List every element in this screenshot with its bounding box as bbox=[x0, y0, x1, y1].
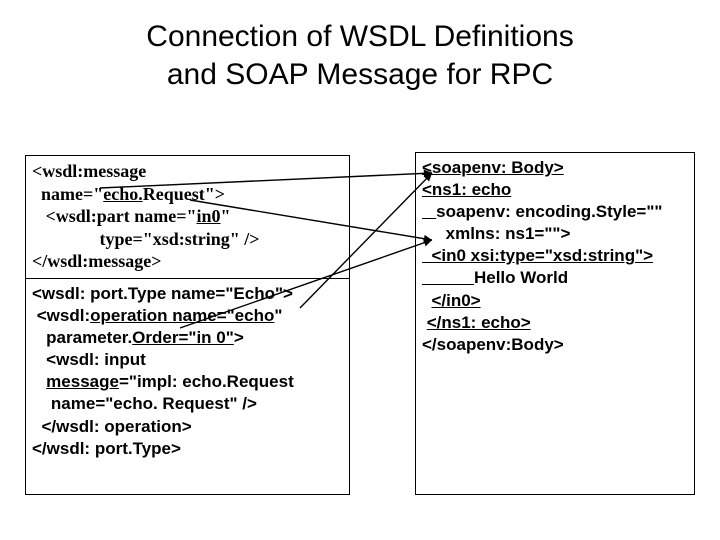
codeB-l5: message="impl: echo.Request bbox=[32, 371, 343, 393]
codeC-l9: </soapenv:Body> bbox=[422, 334, 688, 356]
codeA-l3: <wsdl:part name="in0" bbox=[32, 205, 343, 228]
codeB-l6: name="echo. Request" /> bbox=[32, 393, 343, 415]
codeC-l7: </in0> bbox=[422, 290, 688, 312]
codeC-l3: soapenv: encoding.Style="" bbox=[422, 201, 688, 223]
hl-echo: echo. bbox=[103, 184, 143, 204]
hl-param-order: Order="in 0" bbox=[132, 328, 234, 347]
wsdl-porttype-box: <wsdl: port.Type name="Echo"> <wsdl:oper… bbox=[25, 278, 350, 495]
codeB-l2: <wsdl:operation name="echo" bbox=[32, 305, 343, 327]
codeA-l1: <wsdl:message bbox=[32, 160, 343, 183]
codeB-l4: <wsdl: input bbox=[32, 349, 343, 371]
codeA-l4: type="xsd:string" /> bbox=[32, 228, 343, 251]
codeA-l5: </wsdl:message> bbox=[32, 250, 343, 273]
codeC-l4: xmlns: ns1=""> bbox=[422, 223, 688, 245]
title-line2: and SOAP Message for RPC bbox=[167, 58, 553, 91]
hl-operation-echo: operation name="echo bbox=[90, 306, 274, 325]
codeC-l6: Hello World bbox=[422, 267, 688, 289]
page-title: Connection of WSDL Definitions and SOAP … bbox=[0, 18, 720, 93]
codeB-l7: </wsdl: operation> bbox=[32, 416, 343, 438]
soap-body-box: <soapenv: Body> <ns1: echo soapenv: enco… bbox=[415, 152, 695, 495]
hl-message: message bbox=[46, 372, 119, 391]
codeB-l8: </wsdl: port.Type> bbox=[32, 438, 343, 460]
codeC-l2: <ns1: echo bbox=[422, 179, 688, 201]
title-line1: Connection of WSDL Definitions bbox=[146, 20, 573, 53]
codeC-l8: </ns1: echo> bbox=[422, 312, 688, 334]
codeC-l5: <in0 xsi:type="xsd:string"> bbox=[422, 245, 688, 267]
codeB-l1: <wsdl: port.Type name="Echo"> bbox=[32, 283, 343, 305]
codeB-l3: parameter.Order="in 0"> bbox=[32, 327, 343, 349]
codeC-l1: <soapenv: Body> bbox=[422, 157, 688, 179]
wsdl-message-box: <wsdl:message name="echo.Request"> <wsdl… bbox=[25, 155, 350, 280]
hl-in0: in0 bbox=[197, 206, 221, 226]
codeA-l2: name="echo.Request"> bbox=[32, 183, 343, 206]
